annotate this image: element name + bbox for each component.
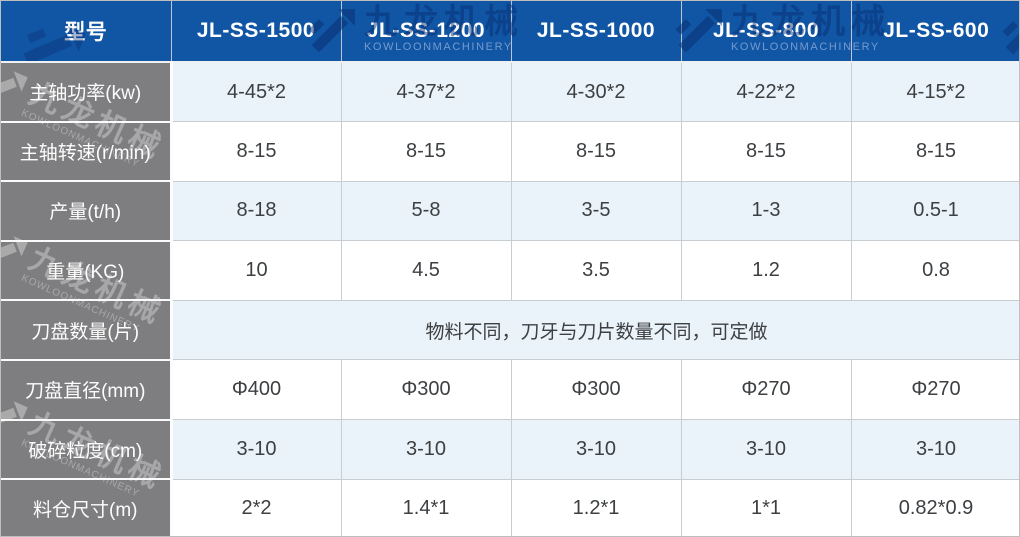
spec-value-cell: 3-10: [170, 419, 342, 480]
row-label-cell: 料仓尺寸(m): [1, 479, 173, 536]
spec-value-cell: 4-45*2: [170, 61, 342, 123]
row-label-cell: 主轴功率(kw): [1, 62, 173, 123]
spec-value-cell: Φ400: [170, 359, 342, 421]
table-row: 主轴转速(r/min) 8-15 8-15 8-15 8-15 8-15: [1, 121, 1019, 183]
row-label-cell: 破碎粒度(cm): [1, 419, 173, 481]
spec-value-cell: 1.4*1: [340, 478, 512, 536]
spec-value-cell: 8-18: [170, 180, 342, 242]
spec-value-cell: 1.2: [680, 240, 852, 301]
spec-value-cell: 8-15: [340, 121, 512, 182]
table-row: 破碎粒度(cm) 3-10 3-10 3-10 3-10 3-10: [1, 419, 1019, 481]
row-label-cell: 产量(t/h): [1, 181, 173, 242]
model-label-cell: 型号: [1, 1, 172, 63]
model-header-cell: JL-SS-1000: [511, 1, 682, 63]
spec-value-cell: 3-10: [680, 419, 852, 480]
spec-value-cell: 4-30*2: [510, 61, 682, 123]
spec-value-cell: 1.2*1: [510, 478, 682, 536]
model-header-cell: JL-SS-800: [681, 1, 852, 63]
model-header-cell: JL-SS-600: [851, 1, 1019, 63]
table-row: 产量(t/h) 8-18 5-8 3-5 1-3 0.5-1: [1, 180, 1019, 242]
spec-value-cell: 0.82*0.9: [850, 478, 1019, 536]
spec-value-cell: 8-15: [850, 121, 1019, 182]
spec-value-cell: 3-10: [510, 419, 682, 480]
table-row: 主轴功率(kw) 4-45*2 4-37*2 4-30*2 4-22*2 4-1…: [1, 61, 1019, 123]
table-row: 重量(KG) 10 4.5 3.5 1.2 0.8: [1, 240, 1019, 302]
spec-value-cell: 2*2: [170, 478, 342, 536]
row-label-cell: 刀盘直径(mm): [1, 359, 173, 421]
spec-value-cell: Φ300: [510, 359, 682, 421]
spec-value-cell: 3-10: [340, 419, 512, 480]
spec-value-cell: 4-15*2: [850, 61, 1019, 123]
spec-value-cell: 1-3: [680, 180, 852, 242]
spec-value-cell: 10: [170, 240, 342, 301]
spec-value-cell: 4-22*2: [680, 61, 852, 123]
spec-value-cell: 8-15: [510, 121, 682, 182]
spec-value-cell: 8-15: [170, 121, 342, 182]
spec-value-cell: 5-8: [340, 180, 512, 242]
spec-value-cell: Φ270: [680, 359, 852, 421]
spec-value-cell: Φ300: [340, 359, 512, 421]
row-label-cell: 主轴转速(r/min): [1, 121, 173, 183]
spec-value-cell: 3.5: [510, 240, 682, 301]
spec-value-cell: 1*1: [680, 478, 852, 536]
table-row: 料仓尺寸(m) 2*2 1.4*1 1.2*1 1*1 0.82*0.9: [1, 478, 1019, 536]
spec-value-cell: 4-37*2: [340, 61, 512, 123]
model-header-cell: JL-SS-1500: [171, 1, 342, 63]
spec-value-cell: 0.5-1: [850, 180, 1019, 242]
spec-value-cell: 8-15: [680, 121, 852, 182]
spec-value-cell: 0.8: [850, 240, 1019, 301]
spec-value-cell: 3-5: [510, 180, 682, 242]
spec-value-cell: Φ270: [850, 359, 1019, 421]
table-row: 刀盘直径(mm) Φ400 Φ300 Φ300 Φ270 Φ270: [1, 359, 1019, 421]
table-row: 刀盘数量(片) 物料不同，刀牙与刀片数量不同，可定做: [1, 299, 1019, 361]
spec-value-cell: 3-10: [850, 419, 1019, 480]
model-header-cell: JL-SS-1200: [341, 1, 512, 63]
merged-note-cell: 物料不同，刀牙与刀片数量不同，可定做: [170, 299, 1019, 361]
row-label-cell: 刀盘数量(片): [1, 300, 173, 361]
row-label-cell: 重量(KG): [1, 240, 173, 302]
header-row: 型号 JL-SS-1500 JL-SS-1200 JL-SS-1000 JL-S…: [1, 1, 1019, 63]
spec-value-cell: 4.5: [340, 240, 512, 301]
